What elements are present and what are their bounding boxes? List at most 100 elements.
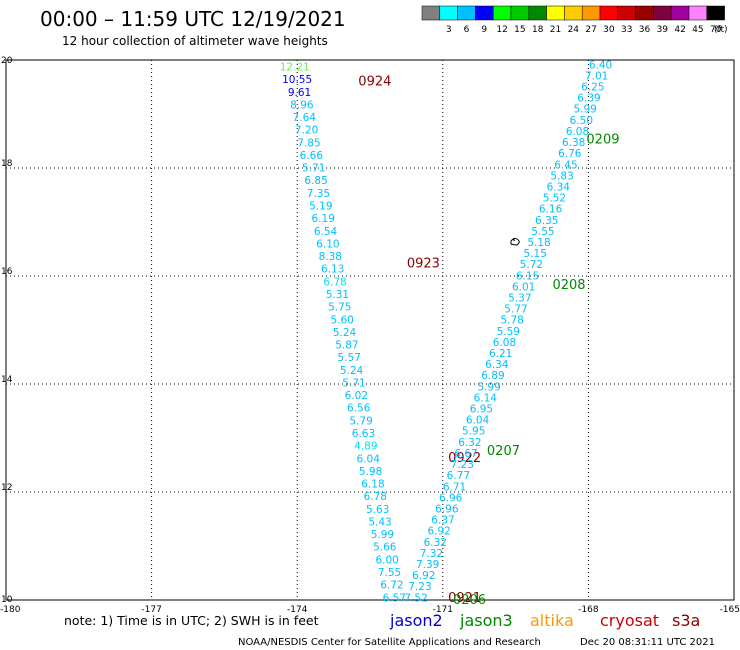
- swh-value-label: 6.67: [454, 448, 477, 460]
- legend-label: 30: [603, 25, 615, 35]
- swh-value-label: 5.66: [373, 542, 397, 554]
- chart-title: 00:00 – 11:59 UTC 12/19/2021: [40, 7, 346, 31]
- y-tick-label: 16: [1, 267, 13, 277]
- swh-value-label: 5.72: [520, 259, 543, 271]
- legend-label: 36: [639, 25, 651, 35]
- swh-value-label: 7.52: [404, 592, 427, 604]
- swh-value-label: 7.35: [307, 188, 330, 200]
- swh-value-label: 6.76: [558, 148, 582, 160]
- swh-value-label: 5.24: [333, 327, 357, 339]
- footer-note: note: 1) Time is in UTC; 2) SWH is in fe…: [64, 613, 319, 628]
- swh-value-label: 6.32: [424, 537, 447, 549]
- swh-value-label: 6.34: [485, 359, 509, 371]
- swh-value-label: 5.95: [462, 426, 485, 438]
- swh-value-label: 10.55: [282, 74, 312, 86]
- swh-value-label: 6.77: [447, 470, 470, 482]
- legend-swatch: [475, 5, 494, 21]
- time-label: 0924: [358, 75, 391, 90]
- legend-label: 3: [446, 25, 452, 35]
- swh-value-label: 6.21: [489, 348, 512, 360]
- footer-timestamp: Dec 20 08:31:11 UTC 2021: [580, 637, 715, 648]
- swh-value-label: 5.24: [340, 365, 364, 377]
- swh-value-label: 6.50: [570, 115, 593, 127]
- swh-value-label: 8.96: [290, 99, 314, 111]
- legend-swatch: [688, 5, 708, 21]
- swh-value-label: 5.83: [550, 170, 573, 182]
- swh-value-label: 6.10: [316, 238, 339, 250]
- swh-value-label: 7.23: [451, 459, 474, 471]
- swh-value-label: 5.15: [524, 248, 547, 260]
- swh-value-label: 5.19: [309, 201, 332, 213]
- legend-swatch: [546, 5, 565, 21]
- swh-value-label: 7.01: [585, 70, 608, 82]
- x-tick-label: -168: [578, 605, 599, 615]
- swh-value-label: 5.71: [342, 377, 365, 389]
- legend-label: 24: [568, 25, 580, 35]
- swh-value-label: 6.39: [577, 93, 600, 105]
- swh-value-label: 6.71: [443, 481, 466, 493]
- legend-label: 6: [464, 25, 470, 35]
- swh-value-label: 7.64: [293, 112, 317, 124]
- swh-value-label: 6.14: [474, 392, 498, 404]
- swh-value-label: 6.15: [516, 270, 539, 282]
- swh-value-label: 6.96: [439, 492, 463, 504]
- swh-value-label: 6.95: [470, 404, 493, 416]
- footer-credit: NOAA/NESDIS Center for Satellite Applica…: [238, 637, 541, 648]
- legend-swatch: [599, 5, 619, 21]
- swh-value-label: 6.34: [547, 181, 571, 193]
- swh-value-label: 6.35: [535, 215, 558, 227]
- swh-value-label: 6.18: [361, 479, 384, 491]
- x-tick-label: -180: [0, 605, 21, 615]
- legend-swatch: [457, 5, 476, 21]
- time-label: 0207: [487, 444, 520, 459]
- time-label: 0209: [586, 132, 619, 147]
- legend-label: 18: [532, 25, 544, 35]
- swh-value-label: 6.63: [352, 428, 375, 440]
- swh-value-label: 4.89: [354, 441, 377, 453]
- legend-swatch: [635, 5, 654, 21]
- swh-value-label: 6.40: [589, 59, 612, 71]
- swh-value-label: 6.19: [312, 213, 335, 225]
- swh-value-label: 6.01: [512, 281, 535, 293]
- satellite-name-cryosat: cryosat: [600, 611, 659, 630]
- swh-value-label: 6.66: [300, 150, 324, 162]
- y-tick-labels: 10 12 14 16 18 20: [1, 56, 13, 605]
- legend-swatch: [617, 5, 636, 21]
- swh-value-label: 6.25: [581, 82, 604, 94]
- swh-value-label: 7.39: [416, 559, 439, 571]
- swh-value-label: 12.21: [280, 61, 310, 73]
- swh-value-label: 8.38: [319, 251, 342, 263]
- y-tick-label: 12: [1, 483, 12, 493]
- swh-value-label: 5.60: [330, 314, 353, 326]
- swh-value-label: 5.63: [366, 504, 389, 516]
- legend-label: 21: [550, 25, 561, 35]
- swh-value-label: 5.87: [335, 340, 358, 352]
- swh-value-label: 6.38: [562, 137, 585, 149]
- swh-value-label: 5.99: [477, 381, 500, 393]
- swh-value-label: 5.99: [573, 104, 596, 116]
- swh-value-label: 7.20: [295, 125, 318, 137]
- swh-value-label: 6.92: [412, 570, 435, 582]
- satellite-name-s3a: s3a: [672, 611, 700, 630]
- swh-value-label: 6.92: [427, 526, 450, 538]
- swh-value-label: 5.71: [302, 163, 325, 175]
- legend-label: 15: [514, 25, 525, 35]
- x-tick-label: -171: [433, 605, 453, 615]
- swh-value-label: 5.43: [368, 516, 391, 528]
- swh-value-label: 5.79: [349, 415, 372, 427]
- time-label: 0206: [453, 593, 486, 608]
- swh-value-label: 6.78: [364, 491, 387, 503]
- swh-value-label: 5.55: [531, 226, 554, 238]
- legend-label: 12: [496, 25, 507, 35]
- swh-value-label: 9.61: [288, 87, 311, 99]
- satellite-legend: jason2 jason3 altika cryosat s3a: [389, 611, 700, 630]
- swh-value-label: 7.32: [420, 548, 443, 560]
- swh-value-label: 6.08: [566, 126, 589, 138]
- swh-value-label: 5.18: [527, 237, 550, 249]
- swh-value-label: 6.04: [466, 415, 490, 427]
- swh-value-label: 6.45: [554, 159, 577, 171]
- x-tick-label: -165: [720, 605, 740, 615]
- satellite-name-jason2: jason2: [389, 611, 443, 630]
- legend-swatch: [421, 5, 441, 21]
